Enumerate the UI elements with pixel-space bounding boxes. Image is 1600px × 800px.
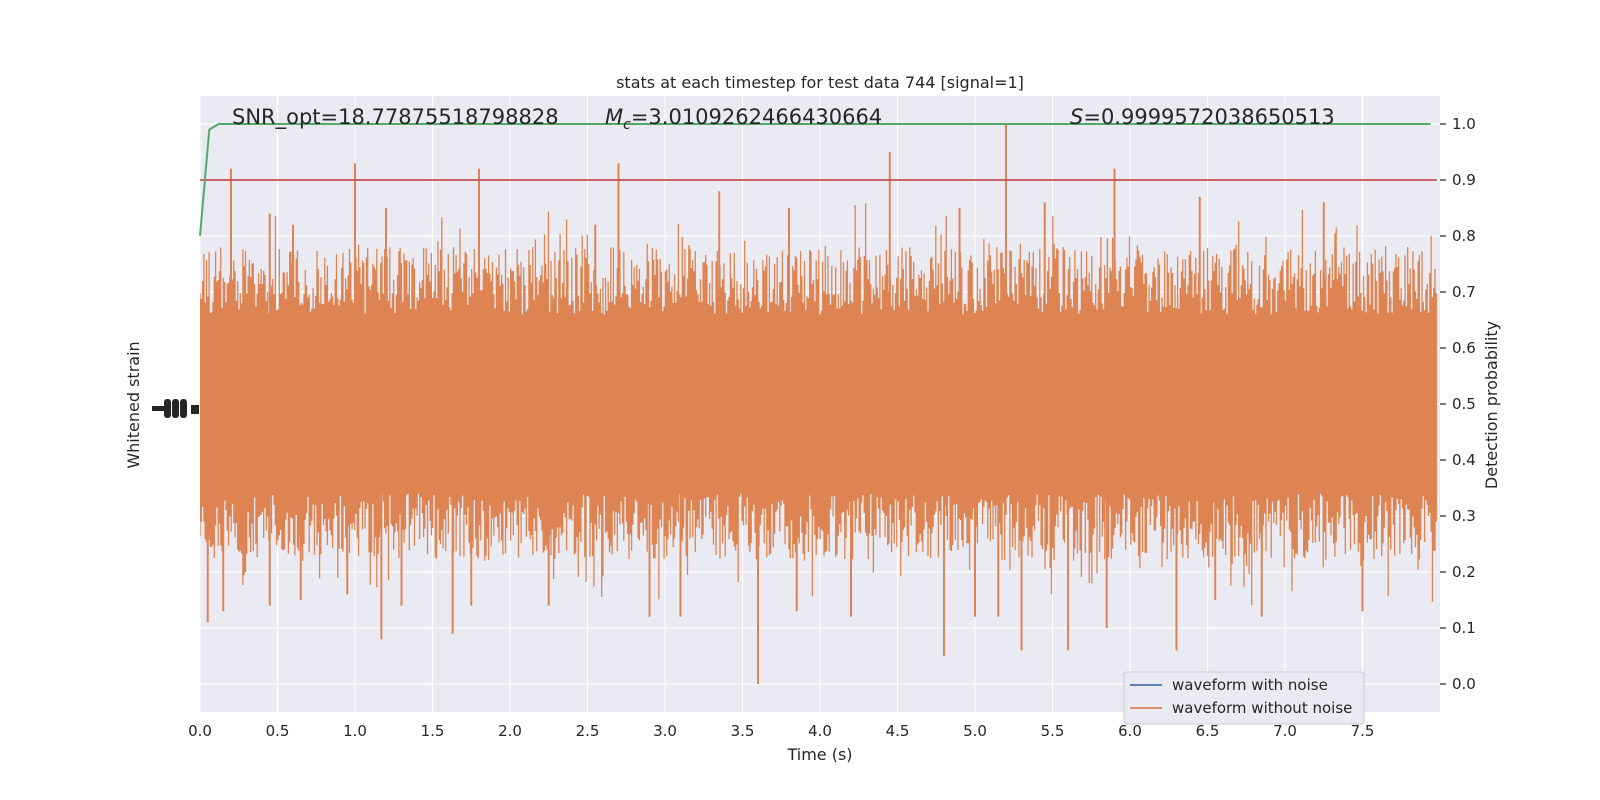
x-tick-label: 5.5 — [1041, 722, 1065, 740]
legend-box — [1123, 671, 1365, 725]
y-tick-label: 0.4 — [1452, 451, 1476, 469]
chart-title: stats at each timestep for test data 744… — [616, 73, 1024, 92]
waveform-without-noise-line — [200, 124, 1437, 684]
x-tick-label: 0.5 — [266, 722, 290, 740]
legend-label-with-noise: waveform with noise — [1172, 676, 1328, 694]
x-tick-label: 2.5 — [576, 722, 600, 740]
x-axis-label: Time (s) — [786, 745, 852, 764]
noise-fringe — [200, 203, 1437, 606]
overlay-lines — [199, 123, 1437, 237]
x-tick-label: 7.0 — [1273, 722, 1297, 740]
x-tick-label: 0.0 — [188, 722, 212, 740]
y-tick-label: 0.6 — [1452, 339, 1476, 357]
x-tick-label: 4.5 — [886, 722, 910, 740]
x-tick-label: 3.0 — [653, 722, 677, 740]
x-tick-label: 2.0 — [498, 722, 522, 740]
y-tick-label: 0.2 — [1452, 563, 1476, 581]
annotation-snr: SNR_opt=18.77875518798828 — [232, 105, 559, 130]
y-tick-label: 0.9 — [1452, 171, 1476, 189]
y-tick-label: 0.7 — [1452, 283, 1476, 301]
legend: waveform with noise waveform without noi… — [1123, 671, 1365, 725]
left-axis-clutter — [152, 399, 199, 418]
y-axis-label-right: Detection probability — [1482, 321, 1501, 489]
y-tick-label: 0.3 — [1452, 507, 1476, 525]
x-tick-label: 6.0 — [1118, 722, 1142, 740]
x-tick-label: 1.5 — [421, 722, 445, 740]
legend-label-without-noise: waveform without noise — [1172, 699, 1352, 717]
annotation-mc: Mc=3.0109262466430664 — [605, 105, 882, 133]
y-tick-label: 0.8 — [1452, 227, 1476, 245]
y-tick-label: 0.0 — [1452, 675, 1476, 693]
y-tick-label: 0.5 — [1452, 395, 1476, 413]
x-tick-label: 7.5 — [1351, 722, 1375, 740]
x-tick-label: 3.5 — [731, 722, 755, 740]
annotation-s: S=0.9999572038650513 — [1070, 105, 1335, 129]
x-tick-label: 6.5 — [1196, 722, 1220, 740]
y-tick-label: 0.1 — [1452, 619, 1476, 637]
detection-probability-line — [199, 123, 1431, 237]
y-tick-label: 1.0 — [1452, 115, 1476, 133]
x-tick-label: 1.0 — [343, 722, 367, 740]
x-tick-label: 4.0 — [808, 722, 832, 740]
y-axis-label-left: Whitened strain — [124, 341, 143, 468]
x-tick-label: 5.0 — [963, 722, 987, 740]
x-axis-ticks: 0.0 0.5 1.0 1.5 2.0 2.5 3.0 3.5 4.0 4.5 5.0 5.5 6.0 6… — [188, 722, 1374, 740]
y-axis-ticks-right: 0.0 0.1 0.2 0.3 0.4 0.5 0.6 0.7 0.8 0.9 1.0 — [1440, 115, 1476, 693]
